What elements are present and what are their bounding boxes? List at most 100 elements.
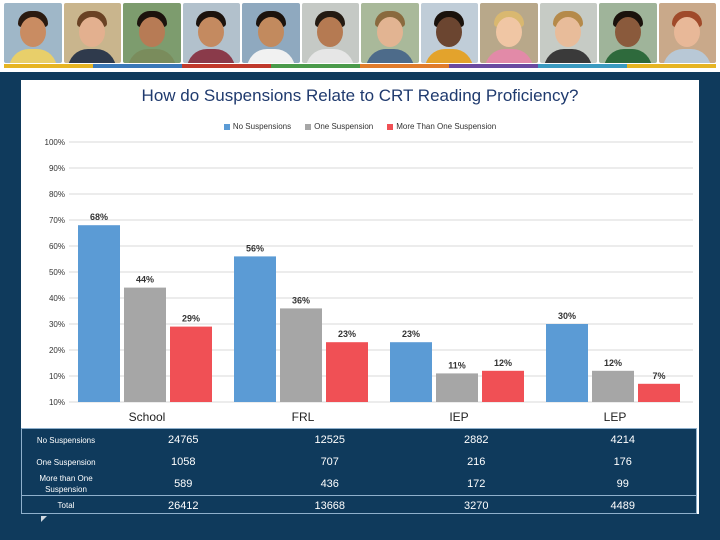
table-cell: 3270 xyxy=(464,499,489,512)
student-photo xyxy=(63,3,121,63)
data-label: 12% xyxy=(494,358,512,368)
bar xyxy=(546,324,588,402)
color-band-segment xyxy=(627,64,716,68)
y-tick-label: 50% xyxy=(49,268,65,277)
table-row: One Suspension 1058 707 216 176 xyxy=(22,451,696,473)
table-row: More than One Suspension 589 436 172 99 xyxy=(22,473,696,495)
bar xyxy=(390,342,432,402)
y-tick-label: 10% xyxy=(49,398,65,407)
student-photo xyxy=(242,3,300,63)
color-band-segment xyxy=(4,64,93,68)
bar xyxy=(280,308,322,402)
student-photo xyxy=(182,3,240,63)
y-tick-label: 60% xyxy=(49,242,65,251)
bar xyxy=(436,373,478,402)
bar xyxy=(170,326,212,402)
data-label: 29% xyxy=(182,314,200,324)
legend-item: More Than One Suspension xyxy=(387,122,496,131)
bar xyxy=(482,370,524,402)
table-total-row: Total 26412 13668 3270 4489 xyxy=(22,495,696,515)
y-tick-label: 100% xyxy=(45,138,65,147)
student-photo xyxy=(420,3,478,63)
table-cell: 4214 xyxy=(610,434,635,446)
bar xyxy=(592,370,634,402)
corner-arrow-icon xyxy=(41,516,47,522)
table-cell: 436 xyxy=(320,478,339,490)
table-cell: 13668 xyxy=(314,499,346,512)
table-cell: 1058 xyxy=(171,456,196,468)
table-cell: 707 xyxy=(320,456,339,468)
data-label: 23% xyxy=(338,329,356,339)
suspension-counts-table: No Suspensions 24765 12525 2882 4214 One Susp… xyxy=(21,428,697,514)
bar xyxy=(638,383,680,402)
y-tick-label: 80% xyxy=(49,190,65,199)
x-category-label: School xyxy=(129,410,166,424)
table-cell: 176 xyxy=(613,456,632,468)
bar xyxy=(78,225,120,402)
x-category-label: LEP xyxy=(604,410,627,424)
student-photo xyxy=(301,3,359,63)
data-label: 12% xyxy=(604,358,622,368)
y-tick-label: 20% xyxy=(49,346,65,355)
x-category-label: FRL xyxy=(292,410,315,424)
table-cell: 12525 xyxy=(314,434,346,446)
legend-swatch xyxy=(305,123,312,130)
y-tick-label: 10% xyxy=(49,372,65,381)
color-band-segment xyxy=(93,64,182,68)
table-cell: 2882 xyxy=(464,434,489,446)
student-photo-strip xyxy=(4,3,716,63)
x-category-label: IEP xyxy=(449,410,468,424)
legend-item: No Suspensions xyxy=(223,122,292,131)
bar xyxy=(326,342,368,402)
chart-legend: No Suspensions One Suspension More Than On… xyxy=(21,122,699,131)
student-photo xyxy=(361,3,419,63)
color-band-segment xyxy=(449,64,538,68)
color-band-segment xyxy=(271,64,360,68)
y-tick-label: 40% xyxy=(49,294,65,303)
legend-swatch xyxy=(387,123,394,130)
table-cell: 26412 xyxy=(167,499,199,512)
data-label: 36% xyxy=(292,295,310,305)
student-photo xyxy=(480,3,538,63)
legend-label: No Suspensions xyxy=(232,122,292,131)
data-label: 44% xyxy=(136,275,154,285)
student-photo xyxy=(599,3,657,63)
student-photo xyxy=(123,3,181,63)
bar xyxy=(124,287,166,402)
y-tick-label: 90% xyxy=(49,164,65,173)
y-tick-label: 30% xyxy=(49,320,65,329)
legend-swatch xyxy=(223,123,230,130)
row-label: One Suspension xyxy=(36,457,96,467)
data-label: 30% xyxy=(558,311,576,321)
bar-chart: 10% 10% 20% 30% 40% 50% 60% 70% 80% 90% 100% 68% 44%… xyxy=(45,138,693,424)
row-label: More than One Suspension xyxy=(39,474,93,494)
color-band-segment xyxy=(538,64,627,68)
table-cell: 24765 xyxy=(167,434,199,446)
table-cell: 4489 xyxy=(610,499,635,512)
color-band-segment xyxy=(182,64,271,68)
legend-label: One Suspension xyxy=(314,122,374,131)
student-photo xyxy=(4,3,62,63)
header-banner xyxy=(0,0,720,72)
chart-title: How do Suspensions Relate to CRT Reading… xyxy=(141,86,579,105)
table-cell: 216 xyxy=(467,456,486,468)
table-cell: 589 xyxy=(174,478,193,490)
bar xyxy=(234,256,276,402)
y-tick-label: 70% xyxy=(49,216,65,225)
row-label: No Suspensions xyxy=(36,435,96,445)
data-label: 23% xyxy=(402,329,420,339)
legend-item: One Suspension xyxy=(305,122,373,131)
data-label: 11% xyxy=(448,360,466,370)
row-label: Total xyxy=(57,501,75,510)
student-photo xyxy=(539,3,597,63)
data-label: 68% xyxy=(90,212,108,222)
color-band-segment xyxy=(360,64,449,68)
table-row: No Suspensions 24765 12525 2882 4214 xyxy=(22,429,696,451)
table-cell: 99 xyxy=(616,478,629,490)
banner-color-band xyxy=(4,64,716,68)
data-label: 56% xyxy=(246,243,264,253)
student-photo xyxy=(658,3,716,63)
data-label: 7% xyxy=(652,371,665,381)
table-cell: 172 xyxy=(467,478,486,490)
legend-label: More Than One Suspension xyxy=(396,122,497,131)
